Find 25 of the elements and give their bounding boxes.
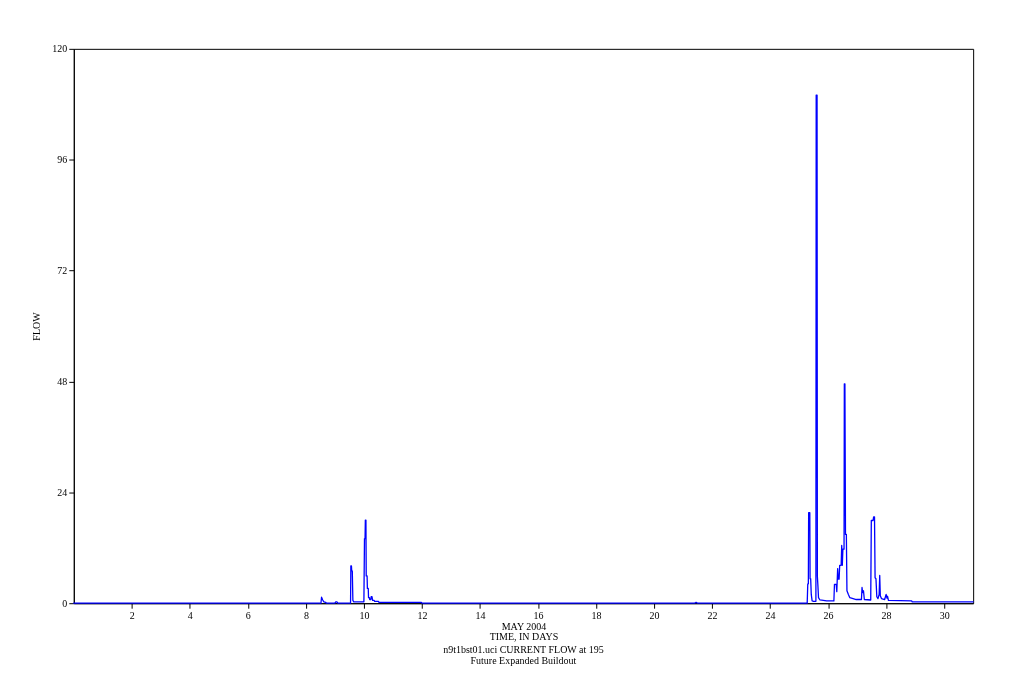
x-tick-label: 2 (129, 609, 135, 621)
x-tick-label: 12 (417, 609, 428, 621)
x-tick-label: 14 (475, 609, 486, 621)
x-tick-label: 18 (591, 609, 602, 621)
x-tick-label: 26 (823, 609, 834, 621)
x-axis-title: MAY 2004 TIME, IN DAYS (489, 620, 559, 642)
x-tick-label: 4 (187, 609, 193, 621)
x-tick-label: 16 (533, 609, 544, 621)
y-tick-label: 96 (57, 154, 68, 166)
x-tick-label: 30 (939, 609, 950, 621)
text: n9t1bst01.uci CURRENT FLOW at 195 (443, 644, 604, 656)
x-tick-label: 24 (765, 609, 776, 621)
y-tick-label: 0 (62, 597, 68, 609)
y-tick-label: 48 (57, 375, 68, 387)
x-tick-label: 8 (303, 609, 309, 621)
y-axis-title: FLOW (31, 311, 43, 341)
x-tick-label: 28 (881, 609, 892, 621)
y-tick-label: 120 (52, 43, 68, 55)
x-tick-label: 10 (359, 609, 370, 621)
x-tick-label: 6 (245, 609, 251, 621)
x-tick-label: 22 (707, 609, 718, 621)
y-tick-label: 72 (57, 265, 68, 277)
y-tick-label: 24 (57, 486, 68, 498)
text: Future Expanded Buildout (470, 655, 577, 667)
x-tick-label: 20 (649, 609, 660, 621)
